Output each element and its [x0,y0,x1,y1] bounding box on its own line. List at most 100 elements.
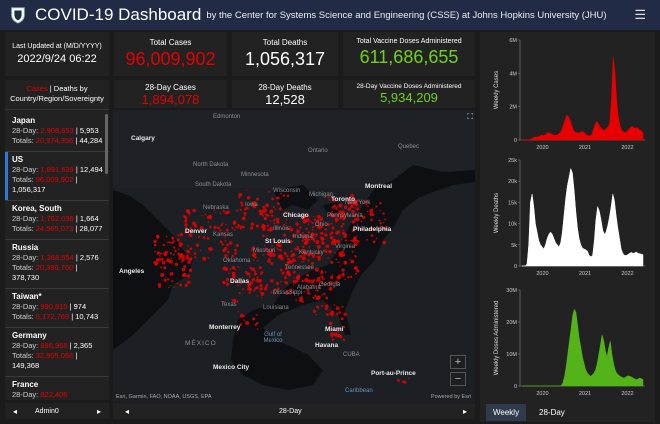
case-dot[interactable] [338,251,342,256]
case-dot[interactable] [186,274,190,278]
case-dot[interactable] [307,215,310,218]
case-dot[interactable] [250,222,255,226]
case-dot[interactable] [248,288,253,292]
case-dot[interactable] [335,306,340,311]
case-dot[interactable] [226,283,230,287]
case-dot[interactable] [341,272,345,276]
case-dot[interactable] [156,251,161,255]
case-dot[interactable] [354,254,356,257]
case-dot[interactable] [341,216,344,218]
case-dot[interactable] [356,224,359,226]
case-dot[interactable] [324,233,328,237]
case-dot[interactable] [234,278,237,281]
case-dot[interactable] [270,262,274,265]
case-dot[interactable] [163,266,167,270]
case-dot[interactable] [302,219,307,224]
case-dot[interactable] [224,211,228,215]
case-dot[interactable] [243,211,247,215]
case-dot[interactable] [384,218,387,221]
case-dot[interactable] [299,226,302,229]
case-dot[interactable] [290,250,293,253]
case-dot[interactable] [329,235,334,240]
case-dot[interactable] [268,214,271,217]
case-dot[interactable] [253,290,255,292]
case-dot[interactable] [276,220,280,224]
case-dot[interactable] [340,224,343,228]
case-dot[interactable] [253,268,255,270]
case-dot[interactable] [206,237,210,240]
case-dot[interactable] [201,214,203,217]
case-dot[interactable] [331,274,333,276]
case-dot[interactable] [336,330,339,333]
case-dot[interactable] [308,292,311,295]
case-dot[interactable] [271,197,275,201]
case-dot[interactable] [295,299,298,302]
case-dot[interactable] [242,279,245,282]
case-dot[interactable] [302,231,304,234]
case-dot[interactable] [349,245,351,248]
case-dot[interactable] [228,272,230,275]
case-dot[interactable] [272,219,275,222]
case-dot[interactable] [288,292,291,295]
case-dot[interactable] [341,250,344,253]
case-dot[interactable] [315,296,320,301]
case-dot[interactable] [154,250,156,253]
case-dot[interactable] [289,227,294,232]
case-dot[interactable] [306,266,310,270]
case-dot[interactable] [289,240,293,244]
case-dot[interactable] [237,266,240,269]
case-dot[interactable] [239,282,242,285]
case-dot[interactable] [355,272,358,275]
case-dot[interactable] [262,254,264,256]
case-dot[interactable] [327,257,329,259]
case-dot[interactable] [210,215,212,217]
case-dot[interactable] [220,223,223,227]
case-dot[interactable] [251,267,256,272]
case-dot[interactable] [285,222,287,224]
case-dot[interactable] [313,215,315,218]
case-dot[interactable] [183,265,187,269]
case-dot[interactable] [301,279,305,283]
case-dot[interactable] [277,248,280,251]
case-dot[interactable] [292,270,296,274]
case-dot[interactable] [291,258,296,263]
case-dot[interactable] [408,377,410,380]
case-dot[interactable] [323,249,328,253]
case-dot[interactable] [347,198,350,201]
case-dot[interactable] [321,241,325,245]
case-dot[interactable] [231,281,234,284]
case-dot[interactable] [370,218,373,222]
case-dot[interactable] [277,202,280,206]
case-dot[interactable] [160,273,165,278]
case-dot[interactable] [317,222,320,225]
case-dot[interactable] [370,234,374,237]
case-dot[interactable] [213,209,215,211]
case-dot[interactable] [351,229,355,233]
case-dot[interactable] [241,216,246,221]
case-dot[interactable] [339,278,341,280]
case-dot[interactable] [347,202,351,205]
case-dot[interactable] [272,206,275,209]
case-dot[interactable] [338,261,340,264]
case-dot[interactable] [282,233,286,237]
case-dot[interactable] [336,248,339,251]
case-dot[interactable] [179,255,182,258]
case-dot[interactable] [276,247,279,250]
case-dot[interactable] [204,213,207,216]
case-dot[interactable] [359,213,362,215]
case-dot[interactable] [269,251,273,255]
case-dot[interactable] [221,243,224,246]
country-item[interactable]: Taiwan* 28-Day: 990,815 | 974 Totals: 6,17… [5,289,109,328]
case-dot[interactable] [369,227,372,230]
chart-series-area[interactable] [522,308,644,387]
case-dot[interactable] [194,256,197,259]
case-dot[interactable] [307,253,311,257]
case-dot[interactable] [312,296,315,299]
case-dot[interactable] [281,271,285,275]
case-dot[interactable] [188,233,193,237]
case-dot[interactable] [354,206,356,209]
case-dot[interactable] [313,240,316,243]
case-dot[interactable] [330,260,334,264]
case-dot[interactable] [333,200,336,203]
case-dot[interactable] [239,227,242,230]
